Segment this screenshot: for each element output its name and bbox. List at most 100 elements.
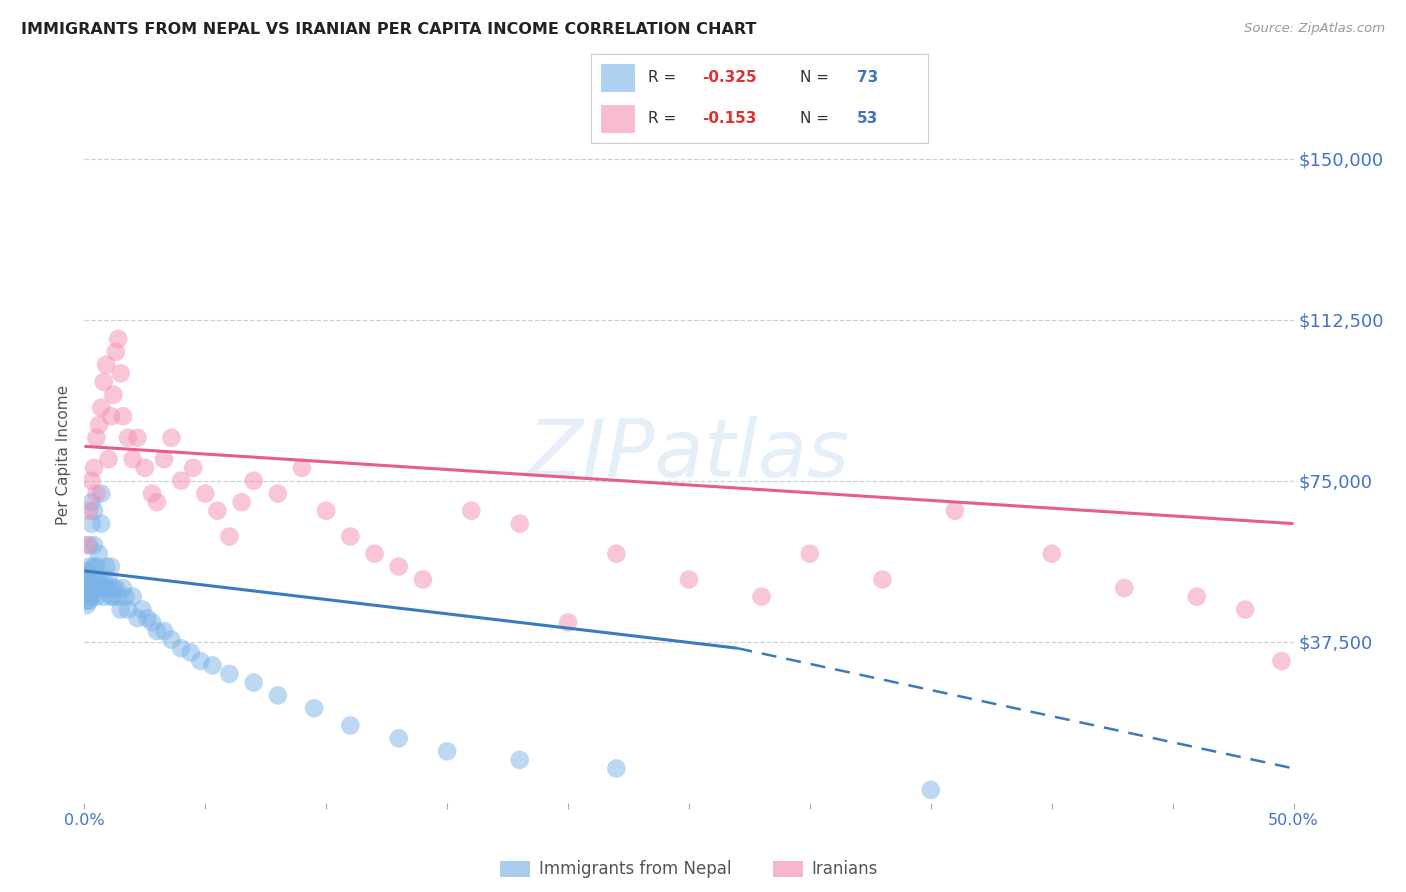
Point — [77, 594, 100, 608]
Point — [77, 581, 100, 595]
Point — [100, 559, 122, 574]
Point — [86, 573, 108, 587]
Point — [77, 504, 100, 518]
Point — [207, 504, 229, 518]
Point — [194, 486, 217, 500]
Point — [87, 581, 110, 595]
Point — [76, 599, 98, 613]
Point — [231, 495, 253, 509]
Text: Source: ZipAtlas.com: Source: ZipAtlas.com — [1244, 22, 1385, 36]
Point — [153, 624, 176, 638]
Point — [1185, 590, 1208, 604]
Point — [86, 431, 108, 445]
FancyBboxPatch shape — [600, 105, 634, 132]
Point — [76, 568, 98, 582]
Point — [112, 581, 135, 595]
Point — [90, 401, 112, 415]
Point — [86, 581, 108, 595]
Point — [80, 573, 103, 587]
Point — [181, 460, 204, 475]
Text: R =: R = — [648, 112, 681, 126]
Point — [77, 573, 100, 587]
Point — [267, 486, 290, 500]
Point — [127, 611, 149, 625]
Point — [110, 367, 132, 381]
Point — [509, 516, 531, 531]
Point — [80, 495, 103, 509]
Text: 73: 73 — [858, 70, 879, 85]
Point — [103, 581, 125, 595]
Point — [97, 452, 120, 467]
Point — [363, 547, 385, 561]
Legend: Immigrants from Nepal, Iranians: Immigrants from Nepal, Iranians — [494, 854, 884, 885]
Point — [146, 624, 169, 638]
Point — [107, 590, 129, 604]
Point — [315, 504, 337, 518]
Point — [94, 559, 117, 574]
Point — [87, 573, 110, 587]
Point — [76, 594, 98, 608]
Point — [97, 573, 120, 587]
Point — [160, 632, 183, 647]
Point — [104, 344, 127, 359]
Point — [83, 581, 105, 595]
Point — [76, 573, 98, 587]
Point — [104, 581, 127, 595]
Point — [77, 568, 100, 582]
Point — [388, 731, 411, 746]
Point — [509, 753, 531, 767]
Point — [107, 332, 129, 346]
Point — [93, 590, 115, 604]
Point — [86, 486, 108, 500]
Y-axis label: Per Capita Income: Per Capita Income — [56, 384, 72, 525]
Point — [242, 675, 264, 690]
Point — [83, 559, 105, 574]
Point — [90, 486, 112, 500]
Point — [1270, 654, 1292, 668]
Point — [678, 573, 700, 587]
Point — [218, 529, 240, 543]
Point — [114, 590, 136, 604]
Point — [136, 611, 159, 625]
Point — [93, 573, 115, 587]
Point — [112, 409, 135, 424]
Point — [134, 460, 156, 475]
Point — [302, 701, 325, 715]
FancyBboxPatch shape — [600, 64, 634, 91]
Point — [80, 581, 103, 595]
Point — [190, 654, 212, 668]
Point — [103, 388, 125, 402]
Point — [103, 590, 125, 604]
Point — [201, 658, 224, 673]
Point — [93, 375, 115, 389]
Point — [100, 409, 122, 424]
Point — [557, 615, 579, 630]
Point — [86, 590, 108, 604]
Point — [872, 573, 894, 587]
Point — [86, 559, 108, 574]
Point — [412, 573, 434, 587]
Point — [76, 581, 98, 595]
Point — [218, 667, 240, 681]
Point — [117, 602, 139, 616]
Point — [339, 718, 361, 732]
Point — [267, 689, 290, 703]
Point — [97, 581, 120, 595]
Point — [1234, 602, 1257, 616]
Point — [77, 538, 100, 552]
Point — [160, 431, 183, 445]
Point — [90, 581, 112, 595]
Point — [94, 581, 117, 595]
Point — [141, 615, 163, 630]
Text: ZIPatlas: ZIPatlas — [527, 416, 851, 494]
Point — [127, 431, 149, 445]
Point — [80, 590, 103, 604]
Point — [141, 486, 163, 500]
Point — [80, 474, 103, 488]
Point — [180, 645, 202, 659]
Point — [77, 559, 100, 574]
Point — [83, 504, 105, 518]
Point — [242, 474, 264, 488]
Point — [153, 452, 176, 467]
Point — [388, 559, 411, 574]
